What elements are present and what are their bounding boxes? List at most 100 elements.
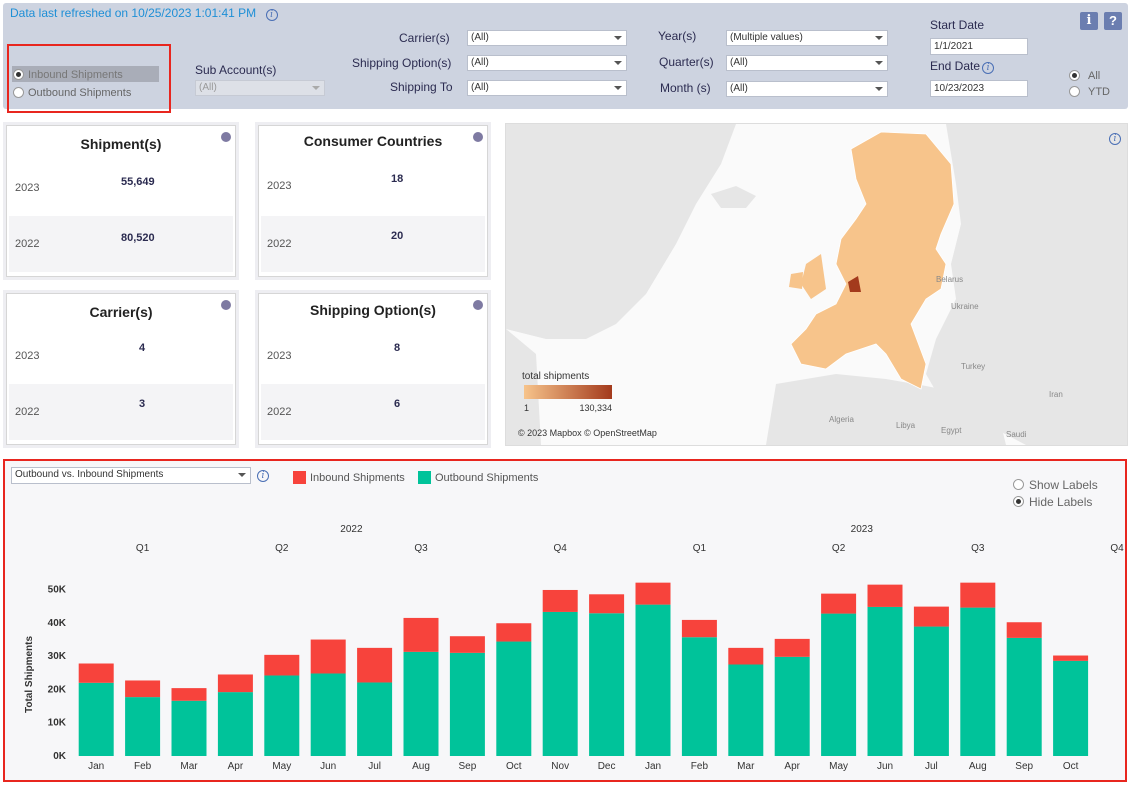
map-land-north-america	[506, 124, 736, 339]
radio-outbound-indicator[interactable]	[13, 87, 24, 99]
bar-outbound[interactable]	[542, 611, 578, 756]
radio-ytd[interactable]: YTD	[1069, 83, 1110, 101]
bar-inbound[interactable]	[357, 647, 393, 683]
bar-inbound[interactable]	[960, 582, 996, 608]
x-tick-label: Mar	[180, 761, 198, 772]
bar-inbound[interactable]	[821, 593, 857, 614]
bar-inbound[interactable]	[1006, 622, 1042, 638]
bar-inbound[interactable]	[681, 619, 717, 638]
carriers-select[interactable]: (All)	[467, 30, 627, 46]
chart-type-select[interactable]: Outbound vs. Inbound Shipments	[11, 467, 251, 484]
bar-outbound[interactable]	[589, 613, 625, 756]
bar-outbound[interactable]	[635, 604, 671, 756]
info-icon[interactable]: i	[257, 470, 269, 482]
radio-hide-labels-indicator[interactable]	[1013, 496, 1024, 508]
info-icon[interactable]: i	[1109, 133, 1121, 145]
shipping-to-select[interactable]: (All)	[467, 80, 627, 96]
bar-outbound[interactable]	[357, 682, 393, 756]
shipments-map[interactable]: total shipments 1 130,334 © 2023 Mapbox …	[505, 123, 1128, 446]
bar-inbound[interactable]	[449, 636, 485, 653]
help-button[interactable]: ?	[1104, 12, 1122, 30]
quarters-select[interactable]: (All)	[726, 55, 888, 71]
radio-outbound-label: Outbound Shipments	[28, 86, 132, 99]
bar-outbound[interactable]	[774, 656, 810, 756]
map-europe-region[interactable]	[790, 131, 955, 390]
kpi-year: 2023	[267, 180, 292, 192]
quarter-header: Q2	[275, 543, 289, 554]
start-date-input[interactable]: 1/1/2021	[930, 38, 1028, 55]
info-button[interactable]: i	[1080, 12, 1098, 30]
bar-outbound[interactable]	[867, 606, 903, 756]
kpi-row: 2022 80,520	[9, 216, 233, 272]
radio-ytd-indicator[interactable]	[1069, 86, 1080, 98]
map-canvas[interactable]: total shipments 1 130,334 © 2023 Mapbox …	[506, 124, 1127, 445]
bar-outbound[interactable]	[960, 607, 996, 756]
kpi-row: 2022 20	[261, 216, 485, 272]
radio-show-labels-indicator[interactable]	[1013, 479, 1024, 491]
bar-outbound[interactable]	[171, 700, 207, 756]
bar-outbound[interactable]	[125, 697, 161, 756]
shipping-option-select[interactable]: (All)	[467, 55, 627, 71]
map-label-egypt: Egypt	[941, 426, 962, 435]
kpi-value: 4	[139, 342, 146, 354]
legend-outbound[interactable]: Outbound Shipments	[418, 469, 538, 487]
bar-inbound[interactable]	[78, 663, 114, 683]
sub-account-select[interactable]: (All)	[195, 80, 325, 96]
end-date-input[interactable]: 10/23/2023	[930, 80, 1028, 97]
bar-inbound[interactable]	[728, 647, 764, 665]
bar-outbound[interactable]	[1053, 660, 1089, 756]
shipping-option-value: (All)	[471, 57, 489, 68]
bar-outbound[interactable]	[728, 664, 764, 757]
bar-outbound[interactable]	[310, 673, 346, 756]
bar-inbound[interactable]	[496, 623, 532, 642]
bar-outbound[interactable]	[264, 675, 300, 756]
bar-outbound[interactable]	[821, 613, 857, 756]
x-tick-label: Jun	[320, 761, 336, 772]
legend-inbound[interactable]: Inbound Shipments	[293, 469, 405, 487]
radio-show-labels[interactable]: Show Labels	[1013, 476, 1098, 494]
map-label-ukraine: Ukraine	[951, 302, 979, 311]
info-icon[interactable]: i	[982, 62, 995, 74]
bar-outbound[interactable]	[496, 641, 532, 756]
bar-inbound[interactable]	[171, 688, 207, 701]
radio-outbound[interactable]: Outbound Shipments	[13, 84, 131, 102]
map-netherlands[interactable]	[848, 276, 861, 292]
bar-inbound[interactable]	[403, 617, 439, 652]
bar-inbound[interactable]	[542, 589, 578, 612]
shipments-bar-chart[interactable]: 0K 10K 20K 30K 40K 50K Total Shipments Jan Feb Ma…	[0, 510, 1133, 778]
radio-inbound[interactable]: Inbound Shipments	[12, 66, 159, 82]
bar-outbound[interactable]	[913, 626, 949, 756]
bar-inbound[interactable]	[264, 654, 300, 676]
months-select[interactable]: (All)	[726, 81, 888, 97]
bar-inbound[interactable]	[1053, 655, 1089, 661]
bar-inbound[interactable]	[867, 584, 903, 607]
radio-hide-labels[interactable]: Hide Labels	[1013, 493, 1092, 511]
quarter-header: Q1	[136, 543, 150, 554]
bar-inbound[interactable]	[310, 639, 346, 674]
bar-inbound[interactable]	[217, 674, 253, 693]
legend-swatch-inbound	[293, 471, 306, 485]
bar-inbound[interactable]	[589, 594, 625, 614]
kpi-card-shipments: Shipment(s) 2023 55,649 2022 80,520	[6, 125, 236, 277]
map-ireland[interactable]	[789, 272, 803, 289]
chevron-down-icon	[614, 86, 622, 90]
map-uk[interactable]	[801, 254, 826, 299]
carriers-label: Carrier(s)	[399, 31, 450, 45]
bar-inbound[interactable]	[125, 680, 161, 698]
info-icon[interactable]: i	[265, 9, 278, 21]
bar-inbound[interactable]	[774, 638, 810, 657]
bar-inbound[interactable]	[913, 606, 949, 627]
radio-all[interactable]: All	[1069, 67, 1100, 85]
bar-outbound[interactable]	[78, 682, 114, 756]
bar-outbound[interactable]	[681, 637, 717, 756]
bar-outbound[interactable]	[217, 692, 253, 756]
radio-all-indicator[interactable]	[1069, 70, 1080, 82]
bar-outbound[interactable]	[1006, 637, 1042, 756]
bar-outbound[interactable]	[449, 652, 485, 756]
radio-ytd-label: YTD	[1088, 85, 1110, 98]
kpi-year: 2022	[15, 238, 40, 250]
bar-inbound[interactable]	[635, 582, 671, 605]
years-select[interactable]: (Multiple values)	[726, 30, 888, 46]
bar-outbound[interactable]	[403, 651, 439, 756]
radio-inbound-indicator[interactable]	[13, 69, 24, 81]
